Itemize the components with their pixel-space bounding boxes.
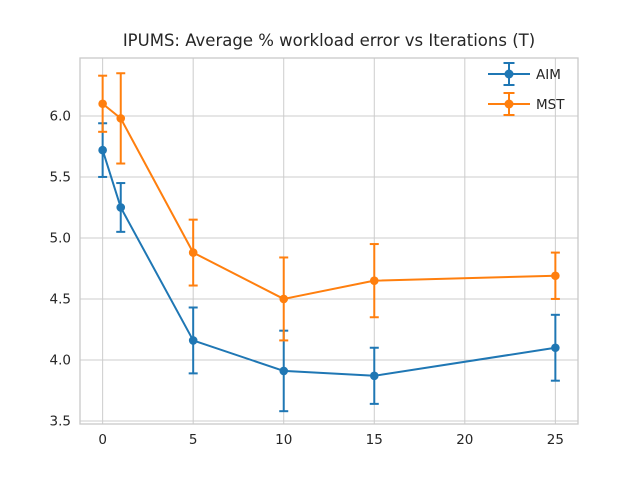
x-tick-label: 25 bbox=[547, 432, 564, 448]
data-point-AIM bbox=[98, 145, 107, 155]
axes-spines bbox=[79, 57, 579, 425]
y-tick-label: 3.5 bbox=[50, 413, 71, 429]
data-point-AIM bbox=[369, 371, 379, 381]
x-tick-label: 15 bbox=[366, 432, 383, 448]
data-point-MST bbox=[116, 114, 126, 123]
x-tick-label: 20 bbox=[456, 432, 473, 448]
legend-glyph-marker-AIM bbox=[504, 69, 514, 79]
legend-item-label-AIM: AIM bbox=[536, 67, 561, 83]
y-tick-label: 4.5 bbox=[50, 291, 71, 307]
y-tick-label: 4.0 bbox=[50, 352, 71, 368]
data-point-MST bbox=[188, 248, 198, 257]
y-tick-label: 5.5 bbox=[50, 169, 71, 185]
y-tick-label: 6.0 bbox=[50, 108, 71, 124]
legend-item-label-MST: MST bbox=[536, 97, 565, 113]
data-point-MST bbox=[98, 99, 107, 109]
plot-background bbox=[80, 58, 578, 424]
data-point-AIM bbox=[551, 343, 560, 353]
y-tick-label: 5.0 bbox=[50, 230, 71, 246]
x-tick-label: 5 bbox=[189, 432, 198, 448]
chart-title: IPUMS: Average % workload error vs Itera… bbox=[122, 31, 536, 50]
data-point-AIM bbox=[116, 203, 126, 212]
legend-glyph-marker-MST bbox=[504, 99, 514, 109]
data-point-AIM bbox=[279, 366, 289, 376]
data-point-MST bbox=[369, 276, 379, 285]
data-point-MST bbox=[279, 294, 289, 304]
data-point-AIM bbox=[188, 336, 198, 345]
x-tick-label: 0 bbox=[98, 432, 107, 448]
x-tick-label: 10 bbox=[275, 432, 292, 448]
data-point-MST bbox=[551, 271, 560, 281]
series-line-AIM bbox=[101, 149, 556, 377]
